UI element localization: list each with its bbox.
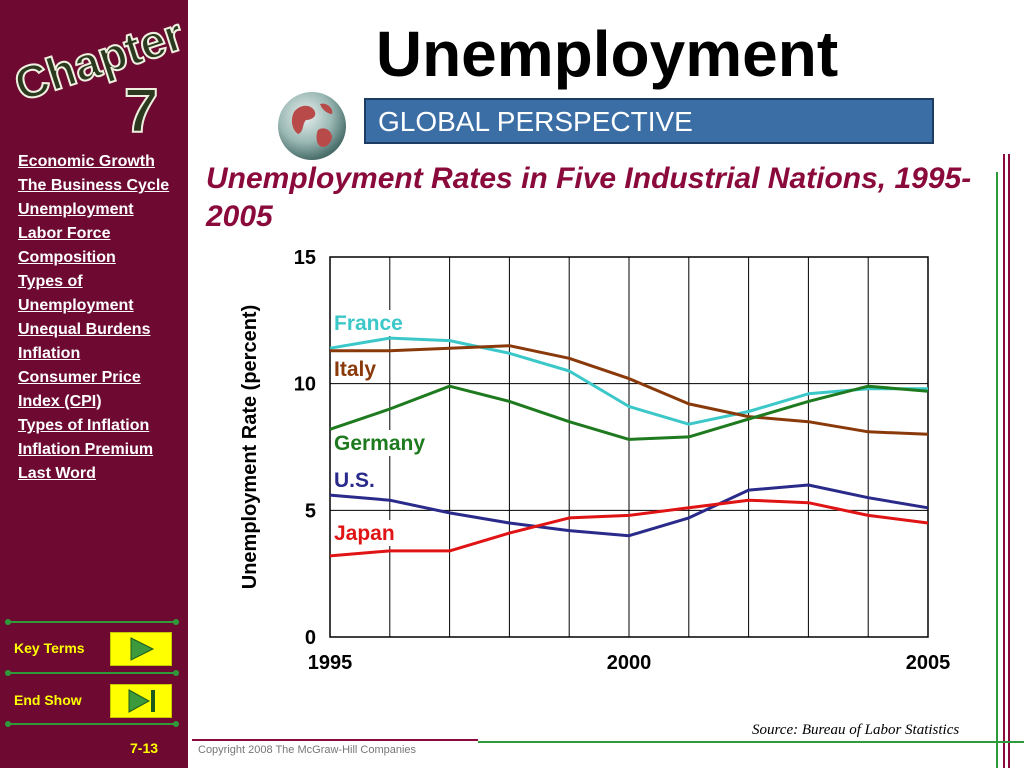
series-line-us — [329, 483, 929, 538]
sidebar-item-inflation-premium[interactable]: Inflation Premium — [18, 441, 154, 458]
copyright-text: Copyright 2008 The McGraw-Hill Companies — [198, 744, 417, 756]
sidebar-item-labor-force[interactable]: Labor Force Composition — [18, 225, 116, 266]
x-tick-label: 2005 — [906, 652, 951, 674]
legend-bg — [334, 467, 379, 493]
legend-bg — [334, 310, 407, 336]
legend-bg — [334, 356, 381, 382]
sidebar-item-unequal-burdens[interactable]: Unequal Burdens — [18, 321, 151, 338]
source-note: Source: Bureau of Labor Statistics — [752, 722, 960, 738]
plot-frame — [329, 256, 929, 638]
globe-icon — [278, 92, 346, 160]
global-perspective-banner: GLOBAL PERSPECTIVE — [364, 98, 934, 144]
legend-label-germany: Germany — [334, 432, 425, 455]
legend-label-us: U.S. — [334, 469, 375, 492]
chart-ticks: 0 5 10 15 1995 2000 2005 — [294, 247, 951, 674]
x-tick-label: 1995 — [308, 652, 353, 674]
chart-subtitle: Unemployment Rates in Five Industrial Na… — [206, 162, 972, 233]
sidebar-divider — [5, 670, 179, 676]
legend-bg — [334, 430, 430, 456]
page-title: Unemployment — [375, 18, 839, 90]
series-line-japan — [329, 498, 929, 558]
sidebar: Chapter 7 Economic Growth The Business C… — [0, 0, 188, 768]
global-perspective-text: GLOBAL PERSPECTIVE — [378, 106, 693, 137]
sidebar-item-types-inflation[interactable]: Types of Inflation — [18, 417, 150, 434]
sidebar-item-cpi[interactable]: Consumer Price Index (CPI) — [18, 369, 141, 410]
sidebar-nav: Economic Growth The Business Cycle Unemp… — [18, 150, 183, 486]
legend-bg — [334, 520, 399, 546]
chart-grid — [330, 257, 928, 637]
sidebar-item-unemployment[interactable]: Unemployment — [18, 201, 134, 218]
legend-label-france: France — [334, 312, 403, 335]
chapter-logo: Chapter 7 — [7, 7, 184, 142]
sidebar-item-types-unemployment[interactable]: Types of Unemployment — [18, 273, 134, 314]
chart-series — [329, 336, 929, 558]
page-number: 7-13 — [130, 740, 159, 756]
series-line-germany — [329, 384, 929, 441]
sidebar-item-last-word[interactable]: Last Word — [18, 465, 96, 482]
legend-label-italy: Italy — [334, 358, 376, 381]
sidebar-divider — [5, 721, 179, 727]
series-line-italy — [330, 344, 929, 436]
sidebar-divider — [5, 619, 179, 625]
x-tick-label: 2000 — [607, 652, 652, 674]
end-show-label: End Show — [14, 692, 82, 708]
sidebar-item-business-cycle[interactable]: The Business Cycle — [18, 177, 170, 194]
play-icon — [130, 637, 155, 661]
skip-end-icon — [128, 689, 155, 713]
key-terms-button[interactable] — [110, 632, 172, 666]
key-terms-label: Key Terms — [14, 640, 85, 656]
series-line-france — [329, 336, 928, 426]
y-tick-label: 15 — [294, 247, 316, 269]
end-show-button[interactable] — [110, 684, 172, 718]
sidebar-item-inflation[interactable]: Inflation — [18, 345, 81, 362]
sidebar-item-economic-growth[interactable]: Economic Growth — [18, 153, 155, 170]
y-tick-label: 10 — [294, 374, 316, 396]
y-tick-label: 0 — [305, 627, 316, 649]
legend-label-japan: Japan — [334, 522, 395, 545]
y-axis-label: Unemployment Rate (percent) — [239, 305, 261, 590]
chart-legend: France Italy Germany U.S. Japan — [334, 310, 430, 546]
y-tick-label: 5 — [305, 500, 316, 522]
chapter-number: 7 — [124, 77, 158, 142]
